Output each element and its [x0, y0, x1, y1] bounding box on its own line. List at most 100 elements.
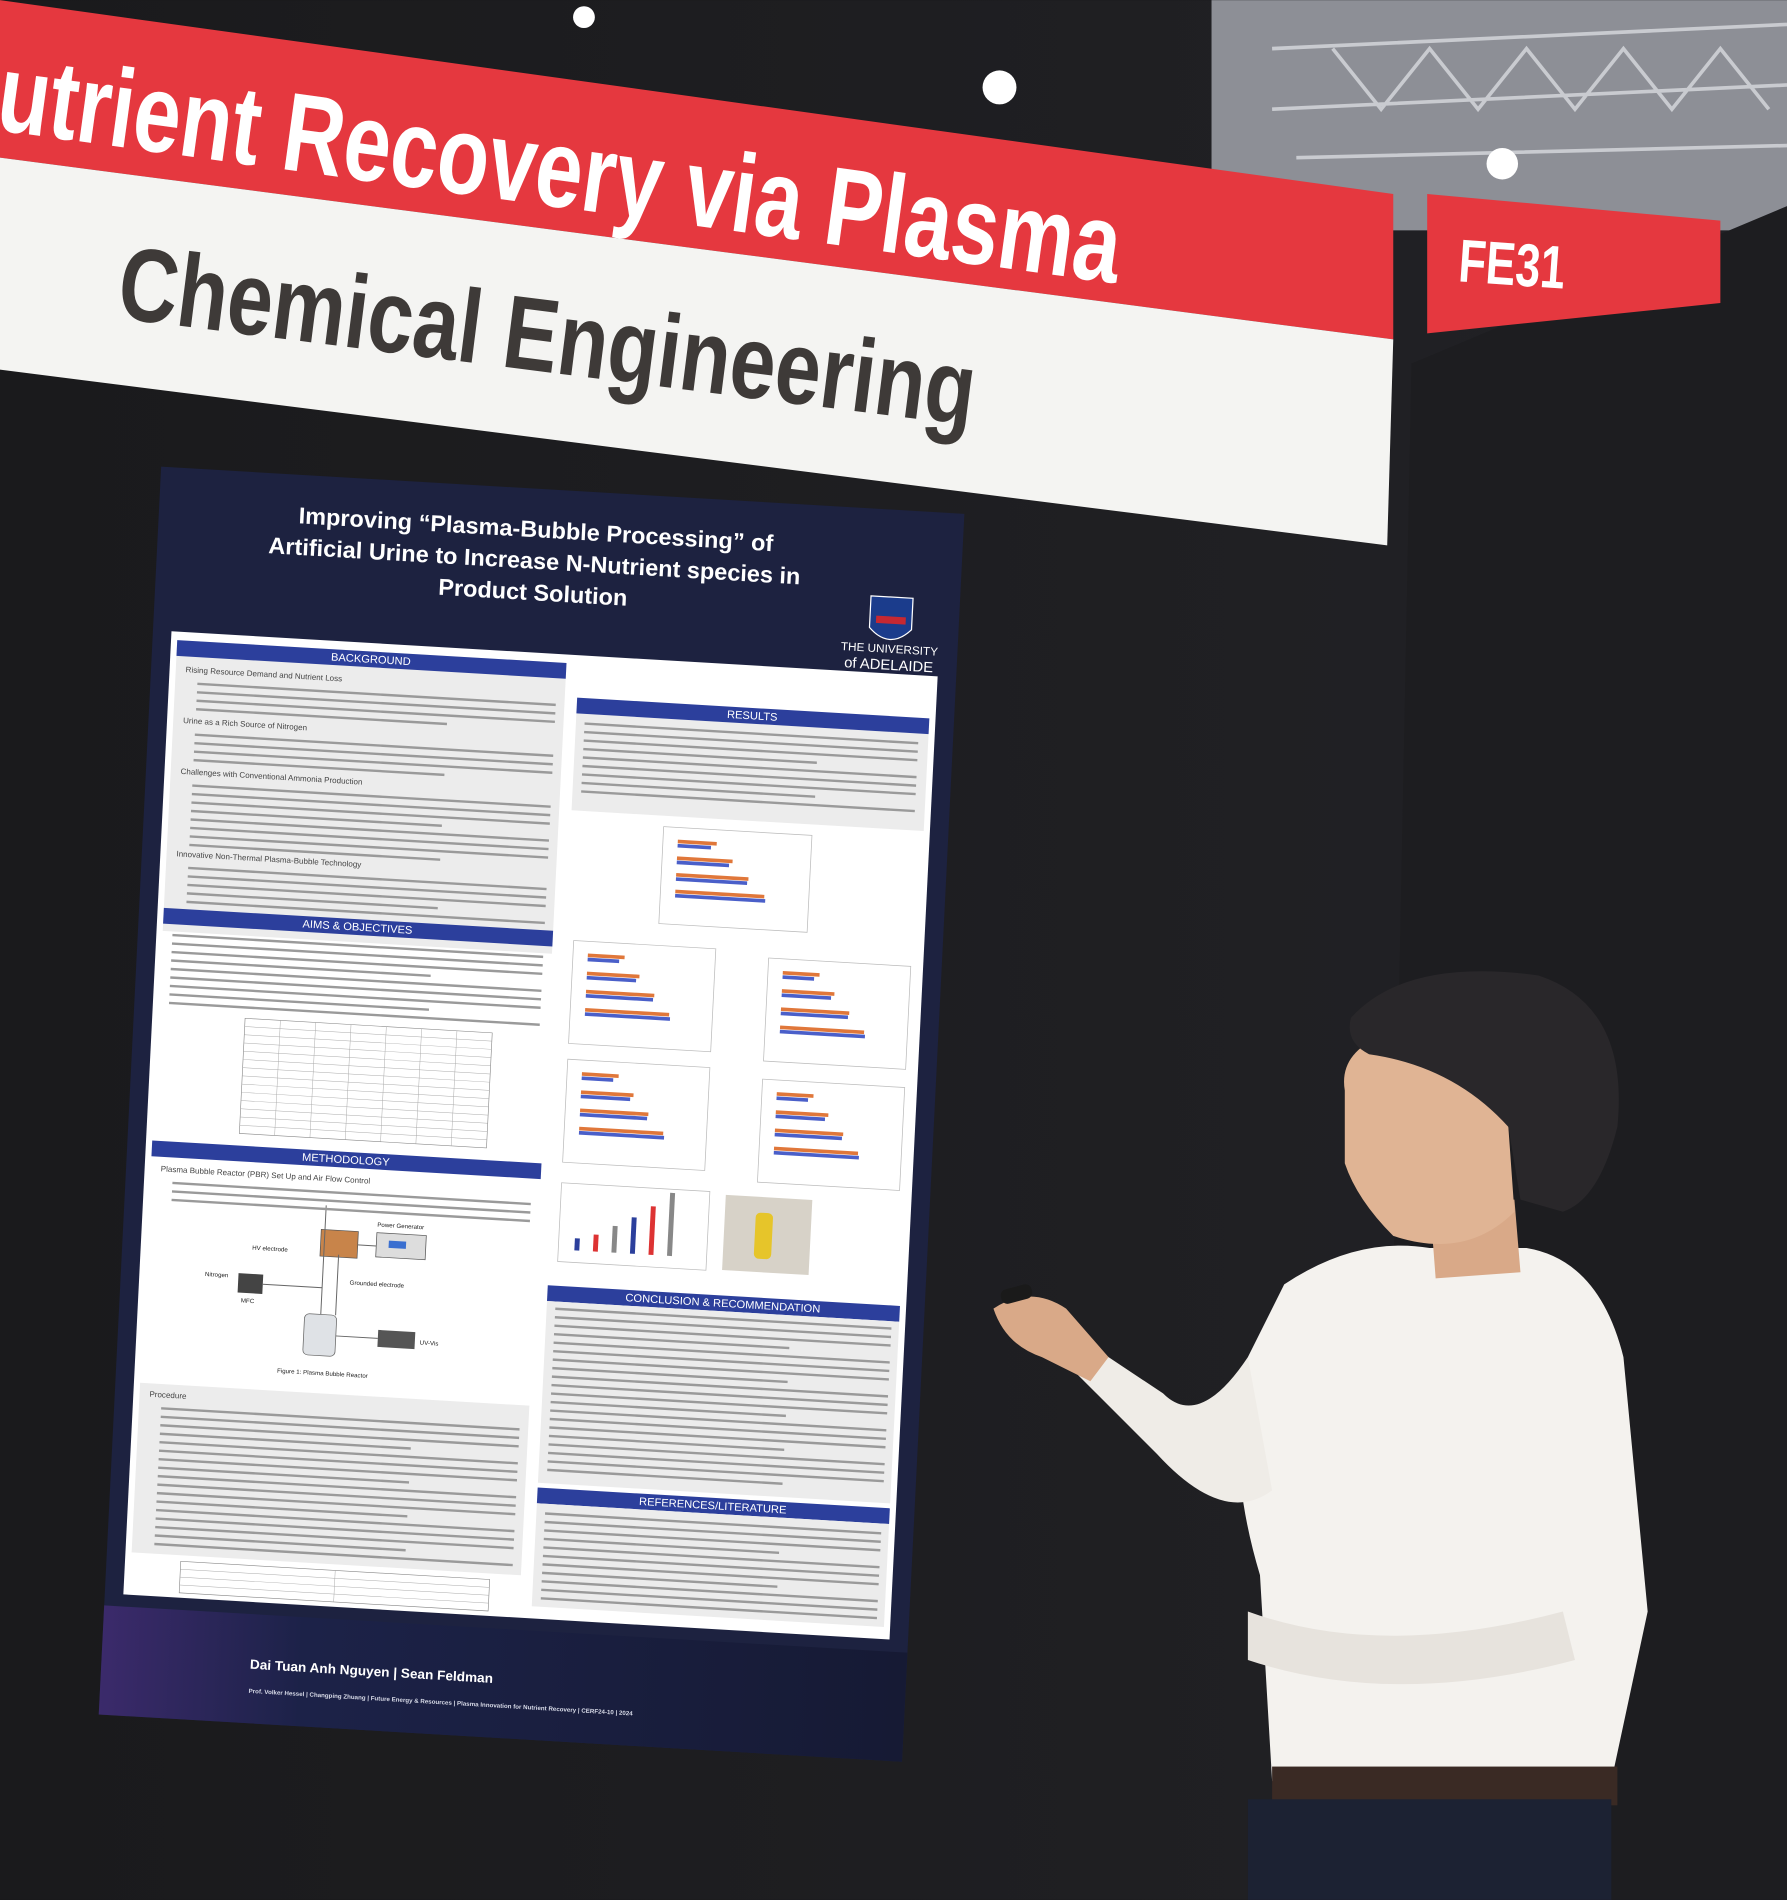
text-line	[196, 691, 556, 715]
reactor-vessel	[302, 1313, 337, 1357]
text-line	[155, 1517, 515, 1541]
text-line	[157, 1474, 517, 1499]
chart-bar	[578, 1130, 665, 1140]
banner-red	[0, 0, 1394, 340]
diagram-label: MFC	[241, 1297, 255, 1305]
chart-bar	[587, 953, 625, 960]
chart-bar	[586, 975, 637, 983]
text-line	[543, 1537, 780, 1554]
chart-bar	[773, 1150, 859, 1160]
chart-bar	[581, 1072, 619, 1078]
text-line	[542, 1571, 778, 1588]
text-line	[168, 1001, 540, 1026]
chart-bar	[776, 1096, 809, 1102]
text-line	[554, 1316, 892, 1339]
text-line	[170, 976, 542, 1001]
chart-bar	[775, 1114, 826, 1122]
text-line	[158, 1449, 518, 1473]
display	[388, 1240, 407, 1249]
chart-bar	[579, 1126, 664, 1136]
section-heading: BACKGROUND	[331, 652, 411, 669]
text-line	[584, 730, 918, 753]
text-line	[169, 993, 430, 1011]
text-line	[169, 984, 541, 1009]
chart-bar	[779, 1025, 865, 1035]
text-line	[189, 835, 549, 859]
text-line	[547, 1460, 884, 1483]
text-line	[157, 1483, 516, 1507]
text-line	[552, 1366, 788, 1384]
section-heading: METHODOLOGY	[302, 1152, 391, 1169]
text-line	[188, 866, 547, 891]
diagram-label: Nitrogen	[205, 1271, 229, 1279]
text-line	[192, 784, 551, 808]
chart-bar	[629, 1217, 637, 1254]
chart-bar	[579, 1112, 648, 1121]
text-line	[582, 764, 917, 787]
sample-vial	[753, 1212, 773, 1260]
chart-bar	[580, 1090, 634, 1098]
text-line	[196, 699, 555, 724]
text-line	[155, 1525, 514, 1550]
text-line	[581, 790, 915, 813]
text-line	[187, 883, 546, 908]
table-rule	[244, 1026, 492, 1042]
poster-footer-band	[98, 1605, 908, 1762]
text-line	[191, 801, 550, 825]
presentation-remote	[1000, 1284, 1033, 1304]
table-rule	[241, 1083, 489, 1099]
chart-bar	[586, 971, 640, 979]
text-line	[190, 809, 442, 827]
diagram-label: UV-Vis	[420, 1340, 439, 1348]
bullet-point: Procedure	[149, 1390, 187, 1401]
ceiling-light	[982, 70, 1017, 105]
trousers	[1247, 1799, 1612, 1900]
text-line	[541, 1580, 878, 1603]
table-rule	[240, 1108, 488, 1124]
chart-bar	[675, 889, 765, 899]
table-rule	[243, 1059, 491, 1075]
chart-bar	[675, 877, 748, 886]
hair	[1349, 971, 1619, 1212]
table-rule	[333, 1570, 336, 1602]
text-line	[160, 1424, 519, 1448]
text-panel	[571, 713, 929, 832]
text-line	[581, 773, 916, 796]
folded-arms	[1247, 1611, 1575, 1685]
chart-bar	[774, 1128, 844, 1137]
chart-bar	[584, 1012, 671, 1021]
banner-white	[0, 157, 1394, 546]
university-name: THE UNIVERSITY	[841, 640, 939, 659]
chart-bar	[676, 872, 749, 881]
text-line	[553, 1332, 790, 1350]
text-line	[550, 1409, 887, 1432]
text-line	[551, 1383, 888, 1407]
crest-band	[875, 615, 906, 625]
text-line	[155, 1508, 515, 1533]
table-rule	[241, 1092, 489, 1108]
text-line	[548, 1443, 885, 1466]
table-rule	[243, 1050, 491, 1066]
chart-bar	[677, 843, 712, 850]
chart-bar	[676, 860, 730, 868]
table-rule	[239, 1124, 487, 1140]
section-heading-bar	[176, 640, 567, 679]
text-line	[158, 1466, 410, 1484]
booth-number: FE31	[1457, 226, 1568, 301]
text-line	[544, 1529, 881, 1552]
text-line	[554, 1324, 891, 1347]
chart-bar	[611, 1225, 618, 1253]
shirt	[1238, 1245, 1648, 1782]
text-line	[159, 1441, 518, 1465]
chart-bar	[775, 1110, 829, 1118]
section-heading-bar	[163, 907, 554, 947]
chart-bar	[782, 970, 820, 977]
text-line	[171, 1198, 530, 1223]
chart-bar	[781, 993, 832, 1000]
chart-bar	[774, 1132, 843, 1141]
section-heading-bar	[151, 1140, 542, 1180]
chart-bar	[579, 1108, 649, 1117]
text-line	[542, 1554, 880, 1577]
chart-bar	[581, 1076, 614, 1082]
